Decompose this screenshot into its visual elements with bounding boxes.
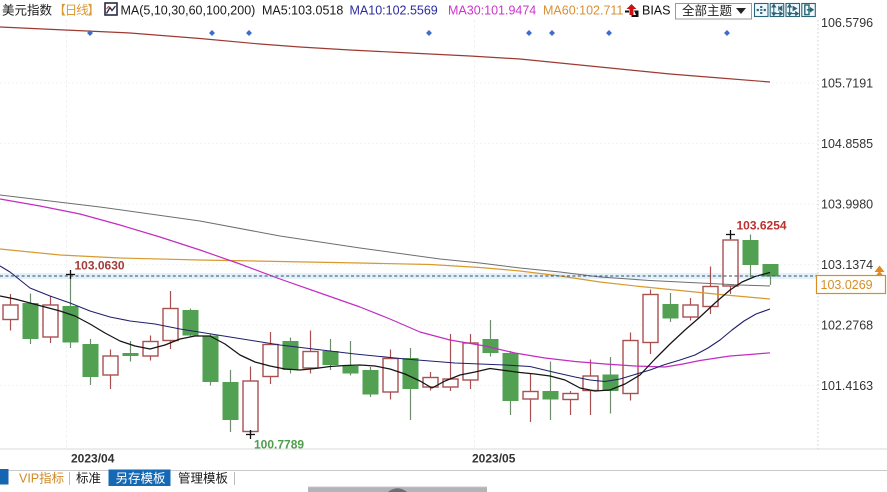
svg-text:VIP指标: VIP指标 [19, 471, 64, 486]
svg-text:MA5:103.0518: MA5:103.0518 [262, 4, 343, 18]
svg-text:2023/04: 2023/04 [71, 452, 115, 466]
svg-text:MA(5,10,30,60,100,200): MA(5,10,30,60,100,200) [121, 4, 256, 18]
svg-text:103.6254: 103.6254 [737, 219, 787, 233]
svg-text:106.5796: 106.5796 [821, 16, 873, 30]
svg-text:100.7789: 100.7789 [254, 438, 304, 452]
svg-text:105.7191: 105.7191 [821, 76, 873, 90]
svg-text:管理模板: 管理模板 [178, 471, 229, 486]
svg-text:美元指数: 美元指数 [2, 3, 53, 18]
svg-text:BIAS: BIAS [642, 4, 671, 18]
svg-text:MA30:101.9474: MA30:101.9474 [448, 4, 536, 18]
svg-text:103.1374: 103.1374 [821, 258, 873, 272]
svg-text:103.9980: 103.9980 [821, 197, 873, 211]
svg-text:102.2768: 102.2768 [821, 318, 873, 332]
svg-text:MA10:102.5569: MA10:102.5569 [350, 4, 438, 18]
svg-text:【日线】: 【日线】 [54, 4, 99, 18]
svg-text:103.0269: 103.0269 [821, 278, 873, 292]
svg-text:MA60:102.711: MA60:102.711 [543, 4, 623, 18]
svg-text:101.4163: 101.4163 [821, 379, 873, 393]
svg-text:标准: 标准 [76, 472, 101, 486]
svg-text:104.8585: 104.8585 [821, 137, 873, 151]
svg-text:全部主题: 全部主题 [682, 3, 733, 18]
svg-text:103.0630: 103.0630 [75, 259, 125, 273]
svg-text:2023/05: 2023/05 [472, 452, 516, 466]
svg-text:另存模板: 另存模板 [116, 472, 167, 486]
